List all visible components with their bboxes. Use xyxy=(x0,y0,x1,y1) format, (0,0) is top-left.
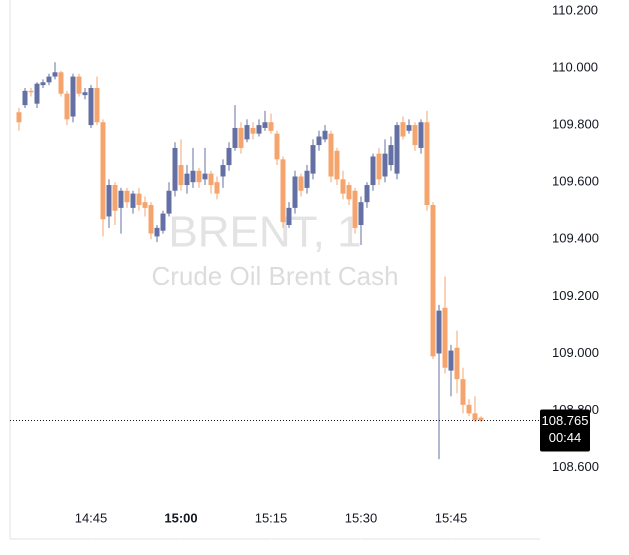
candle-body xyxy=(400,122,406,137)
candle-body xyxy=(154,227,160,237)
candle-body xyxy=(340,179,346,194)
candle-body xyxy=(244,125,250,140)
candle-body xyxy=(46,76,52,83)
countdown-label: 00:44 xyxy=(549,430,582,445)
candle-body xyxy=(226,147,232,166)
candle-body xyxy=(106,185,112,217)
y-tick-label: 109.000 xyxy=(552,345,599,360)
candle-body xyxy=(298,176,304,191)
candle-body xyxy=(442,307,448,368)
candle-body xyxy=(40,82,46,86)
y-tick-label: 109.800 xyxy=(552,117,599,132)
candle-body xyxy=(286,207,292,226)
candle-body xyxy=(196,170,202,183)
candle-body xyxy=(190,170,196,183)
candle-body xyxy=(406,125,412,131)
candle-body xyxy=(70,76,76,117)
x-tick-label: 14:45 xyxy=(75,510,108,525)
candle-body xyxy=(82,92,88,96)
y-tick-label: 109.200 xyxy=(552,288,599,303)
candle-body xyxy=(232,127,238,148)
candle-body xyxy=(436,310,442,354)
candle-body xyxy=(292,176,298,208)
candle-body xyxy=(280,159,286,223)
y-tick-label: 109.400 xyxy=(552,231,599,246)
candle-body xyxy=(256,125,262,134)
candle-body xyxy=(268,122,274,131)
candle-body xyxy=(88,87,94,126)
candle-body xyxy=(100,122,106,220)
candle-body xyxy=(112,185,118,211)
candle-body xyxy=(58,72,64,94)
candle-body xyxy=(322,130,328,140)
candle-body xyxy=(454,347,460,380)
candle-body xyxy=(472,413,478,421)
candle-body xyxy=(172,147,178,191)
candle-body xyxy=(328,133,334,177)
candle-body xyxy=(274,133,280,160)
candle-body xyxy=(136,193,142,206)
candle-body xyxy=(382,153,388,177)
candle-body xyxy=(364,185,370,203)
y-tick-label: 110.000 xyxy=(552,59,598,74)
candle-body xyxy=(448,350,454,371)
candle-body xyxy=(16,112,22,123)
watermark-subtitle: Crude Oil Brent Cash xyxy=(151,261,398,291)
candle-body xyxy=(394,125,400,174)
candle-body xyxy=(418,122,424,148)
watermark-title: BRENT, 1 xyxy=(168,208,361,257)
candle-body xyxy=(238,127,244,148)
candle-body xyxy=(142,202,148,208)
candle-body xyxy=(466,404,472,414)
candle-body xyxy=(28,90,34,93)
candle-body xyxy=(250,127,256,134)
y-tick-label: 109.600 xyxy=(552,174,599,189)
candle-body xyxy=(430,205,436,357)
candle-body xyxy=(130,193,136,208)
last-price-label: 108.765 xyxy=(542,413,589,428)
candle-body xyxy=(376,153,382,180)
candle-body xyxy=(220,165,226,177)
candle-body xyxy=(304,170,310,188)
candle-body xyxy=(412,125,418,146)
candle-body xyxy=(64,93,70,120)
candle-body xyxy=(22,90,28,106)
candle-body xyxy=(208,173,214,186)
candle-body xyxy=(94,87,100,123)
candle-body xyxy=(262,122,268,128)
candle-body xyxy=(334,150,340,180)
candle-body xyxy=(166,190,172,214)
last-price-box xyxy=(540,409,590,452)
candle-body xyxy=(160,213,166,231)
y-tick-label: 108.600 xyxy=(552,459,599,474)
candle-body xyxy=(388,145,394,166)
candle-body xyxy=(148,205,154,234)
candle-body xyxy=(310,145,316,174)
candle-body xyxy=(478,417,484,421)
candle-body xyxy=(124,190,130,203)
x-tick-label: 15:30 xyxy=(345,510,378,525)
candle-body xyxy=(184,173,190,186)
candle-body xyxy=(460,379,466,405)
candle-body xyxy=(178,165,184,186)
candle-body xyxy=(76,76,82,94)
candle-body xyxy=(214,182,220,194)
x-tick-label: 15:45 xyxy=(435,510,468,525)
candle-body xyxy=(52,72,58,77)
candle-body xyxy=(352,190,358,228)
x-tick-label: 15:00 xyxy=(164,510,197,525)
candle-body xyxy=(118,190,124,208)
candle-body xyxy=(370,156,376,186)
candle-body xyxy=(202,173,208,180)
candle-body xyxy=(34,83,40,104)
candle-body xyxy=(346,185,352,200)
x-tick-label: 15:15 xyxy=(255,510,288,525)
candle-body xyxy=(358,202,364,226)
candle-body xyxy=(316,136,322,146)
y-tick-label: 110.200 xyxy=(552,2,598,17)
candle-body xyxy=(424,122,430,206)
